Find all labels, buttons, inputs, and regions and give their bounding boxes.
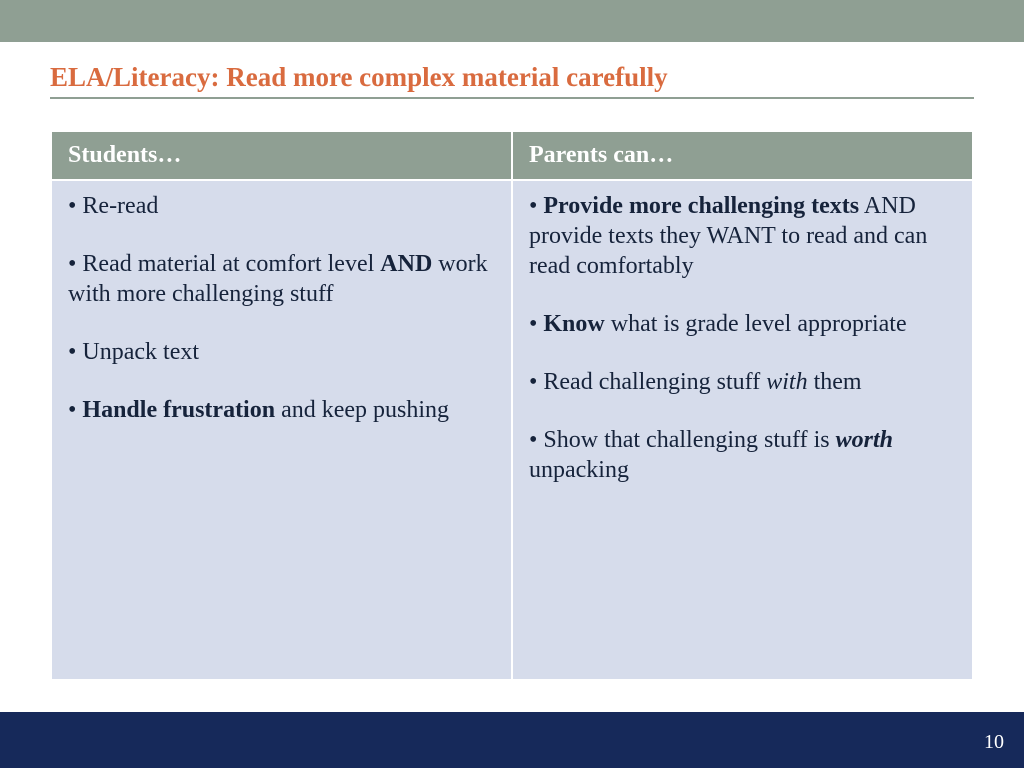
bullet-item: • Show that challenging stuff is worth u… xyxy=(529,425,956,485)
table-header-parents: Parents can… xyxy=(512,131,973,180)
comparison-table: Students… Parents can… • Re-read • Read m… xyxy=(50,130,974,681)
bullet-item: • Unpack text xyxy=(68,337,495,367)
table-header-students-text: Students… xyxy=(52,132,511,179)
page-number: 10 xyxy=(984,731,1004,754)
footer-band xyxy=(0,712,1024,768)
bullet-item: • Provide more challenging texts AND pro… xyxy=(529,191,956,281)
table-header-students: Students… xyxy=(51,131,512,180)
bullet-item: • Handle frustration and keep pushing xyxy=(68,395,495,425)
top-band xyxy=(0,0,1024,42)
bullet-item: • Re-read xyxy=(68,191,495,221)
table-cell-parents: • Provide more challenging texts AND pro… xyxy=(512,180,973,680)
title-underline xyxy=(50,97,974,99)
slide-title: ELA/Literacy: Read more complex material… xyxy=(50,62,668,93)
table-header-row: Students… Parents can… xyxy=(51,131,973,180)
bullet-item: • Read challenging stuff with them xyxy=(529,367,956,397)
slide: ELA/Literacy: Read more complex material… xyxy=(0,0,1024,768)
bullet-item: • Read material at comfort level AND wor… xyxy=(68,249,495,309)
table-row: • Re-read • Read material at comfort leve… xyxy=(51,180,973,680)
table-cell-students: • Re-read • Read material at comfort leve… xyxy=(51,180,512,680)
bullet-item: • Know what is grade level appropriate xyxy=(529,309,956,339)
table-header-parents-text: Parents can… xyxy=(513,132,972,179)
